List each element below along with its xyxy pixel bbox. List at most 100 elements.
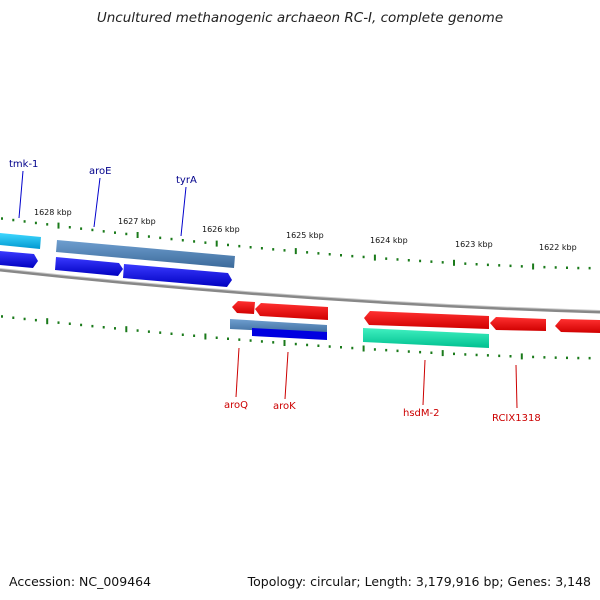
minor-tick xyxy=(170,332,173,335)
minor-tick xyxy=(1,315,3,318)
gene-arrow[interactable] xyxy=(364,311,489,329)
minor-tick xyxy=(464,262,467,265)
reverse-cds-track xyxy=(230,319,489,348)
gene-arrow[interactable] xyxy=(490,317,546,331)
gene-arrow[interactable] xyxy=(252,328,327,340)
minor-tick xyxy=(249,246,252,249)
minor-tick xyxy=(136,329,139,332)
minor-tick xyxy=(328,253,331,256)
minor-tick xyxy=(114,327,116,330)
cds-bar[interactable] xyxy=(56,240,235,268)
gene-arrow[interactable] xyxy=(0,251,38,268)
tick-label: 1622 kbp xyxy=(539,243,577,252)
gene-arrow[interactable] xyxy=(232,301,255,314)
major-tick xyxy=(362,345,365,352)
major-tick xyxy=(46,318,49,325)
major-tick xyxy=(453,259,455,266)
minor-tick xyxy=(272,341,275,344)
minor-tick xyxy=(588,356,591,360)
cds-bar[interactable] xyxy=(363,328,489,348)
genome-backbone-highlight xyxy=(0,268,600,311)
minor-tick xyxy=(577,356,580,360)
minor-tick xyxy=(317,252,320,255)
minor-tick xyxy=(509,355,512,358)
minor-tick xyxy=(453,352,455,356)
forward-gene-track xyxy=(0,251,232,287)
minor-tick xyxy=(272,248,275,251)
major-tick xyxy=(520,353,523,360)
minor-tick xyxy=(91,228,94,232)
gene-label-aroE[interactable]: aroE xyxy=(89,166,111,177)
label-leader xyxy=(180,186,187,237)
label-leader xyxy=(235,347,240,398)
gene-label-aroQ[interactable]: aroQ xyxy=(224,400,248,411)
major-tick xyxy=(283,340,286,346)
minor-tick xyxy=(193,334,196,337)
gene-label-tmk-1[interactable]: tmk-1 xyxy=(9,159,38,170)
minor-tick xyxy=(147,235,150,238)
major-tick xyxy=(215,240,218,247)
gene-label-RCIX1318[interactable]: RCIX1318 xyxy=(492,413,541,424)
tick-label: 1626 kbp xyxy=(202,225,240,234)
minor-tick xyxy=(68,226,71,229)
major-tick xyxy=(125,326,128,333)
minor-tick xyxy=(34,318,37,322)
tick-label: 1628 kbp xyxy=(34,208,72,217)
minor-tick xyxy=(566,266,568,269)
minor-tick xyxy=(340,346,342,349)
minor-tick xyxy=(68,322,71,325)
label-leader xyxy=(18,170,24,219)
minor-tick xyxy=(91,324,94,328)
gene-label-aroK[interactable]: aroK xyxy=(273,401,296,412)
minor-tick xyxy=(193,240,196,243)
minor-tick xyxy=(260,340,263,343)
minor-tick xyxy=(362,255,365,259)
minor-tick xyxy=(80,323,83,327)
minor-tick xyxy=(475,353,478,357)
gene-label-hsdM-2[interactable]: hsdM-2 xyxy=(403,408,440,419)
major-tick xyxy=(57,222,60,229)
minor-tick xyxy=(114,231,116,234)
minor-tick xyxy=(351,254,354,258)
minor-tick xyxy=(566,356,568,360)
minor-tick xyxy=(181,333,184,336)
minor-tick xyxy=(283,249,286,252)
minor-tick xyxy=(227,243,229,247)
minor-tick xyxy=(23,317,26,321)
major-tick xyxy=(373,254,376,261)
minor-tick xyxy=(159,331,162,334)
tick-label: 1623 kbp xyxy=(455,240,493,249)
label-leader xyxy=(93,177,101,228)
minor-tick xyxy=(498,264,501,267)
minor-tick xyxy=(407,350,410,353)
minor-tick xyxy=(407,259,410,262)
gene-label-tyrA[interactable]: tyrA xyxy=(176,175,197,186)
gene-arrow[interactable] xyxy=(555,319,600,333)
major-tick xyxy=(441,350,444,357)
reverse-gene-track xyxy=(232,301,600,333)
minor-tick xyxy=(12,316,15,319)
minor-tick xyxy=(475,263,478,266)
minor-tick xyxy=(532,355,535,359)
minor-tick xyxy=(294,342,297,346)
minor-tick xyxy=(396,349,399,353)
minor-tick xyxy=(102,326,105,329)
gene-arrow[interactable] xyxy=(255,303,328,320)
bottom-gene-labels: aroQ aroK hsdM-2 RCIX1318 xyxy=(224,347,541,424)
gene-arrow[interactable] xyxy=(55,257,123,276)
minor-tick xyxy=(12,218,15,222)
gene-arrow[interactable] xyxy=(123,264,232,287)
minor-tick xyxy=(249,339,252,342)
minor-tick xyxy=(588,266,591,270)
cds-bar[interactable] xyxy=(0,233,41,249)
minor-tick xyxy=(170,237,173,241)
minor-tick xyxy=(441,261,444,264)
major-tick xyxy=(294,248,297,255)
accession-label: Accession: NC_009464 xyxy=(9,574,152,589)
genome-backbone xyxy=(0,268,600,314)
minor-tick xyxy=(260,247,263,250)
minor-tick xyxy=(181,239,184,242)
minor-tick xyxy=(543,356,546,359)
minor-tick xyxy=(520,265,523,268)
